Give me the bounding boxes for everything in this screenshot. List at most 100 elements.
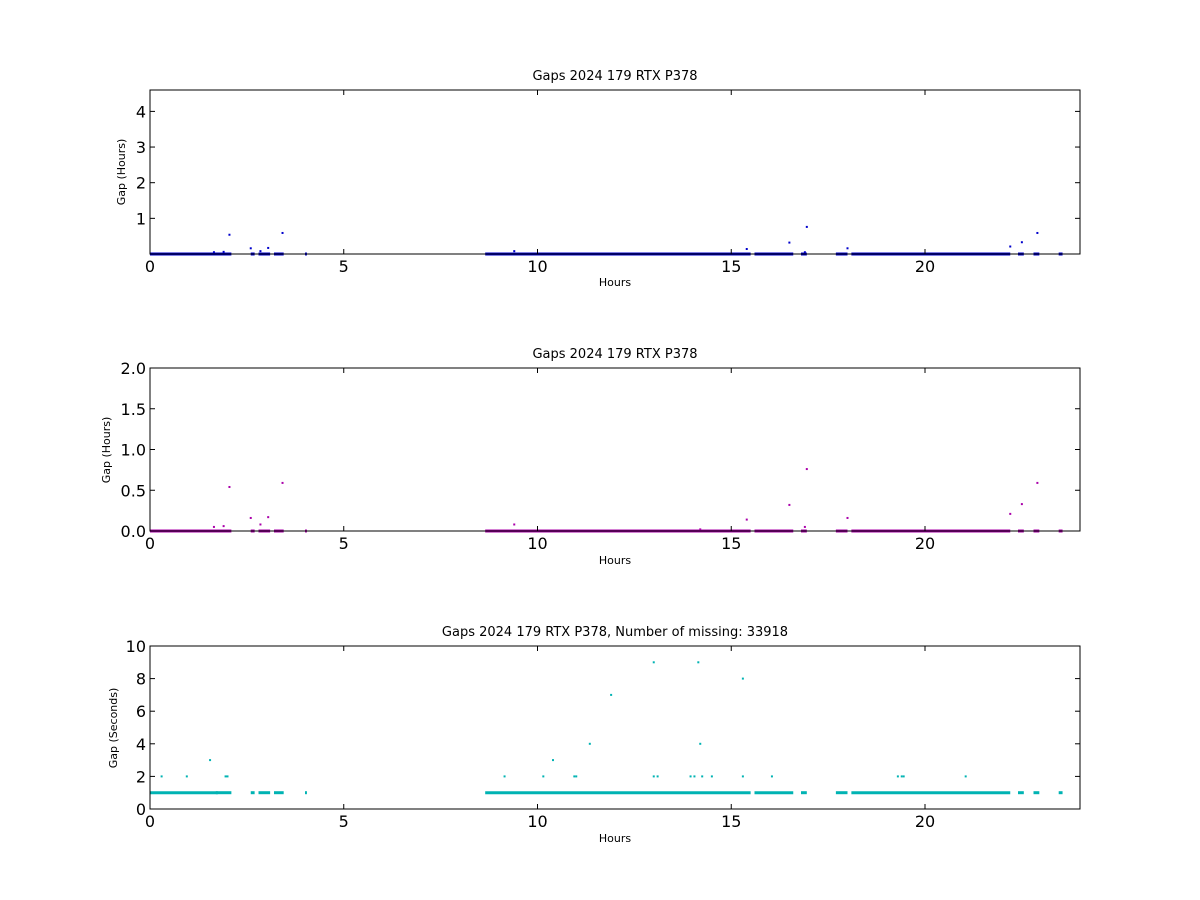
x-tick-label: 10 <box>527 257 547 276</box>
y-axis-label: Gap (Hours) <box>115 139 128 206</box>
x-tick-label: 20 <box>915 257 935 276</box>
data-point <box>710 775 713 778</box>
data-point <box>745 248 748 251</box>
y-tick-label: 0.0 <box>121 522 146 541</box>
x-tick-label: 5 <box>339 812 349 831</box>
y-tick-label: 6 <box>136 702 146 721</box>
chart-panel-2: Gaps 2024 179 RTX P378 Hours Gap (Hours)… <box>100 347 1081 567</box>
chart-panel-3: Gaps 2024 179 RTX P378, Number of missin… <box>107 625 1081 845</box>
data-point <box>212 525 215 528</box>
data-point <box>513 523 516 526</box>
data-point <box>185 775 188 778</box>
data-point <box>222 250 225 253</box>
y-axis-label: Gap (Seconds) <box>107 688 120 769</box>
data-point <box>259 250 262 253</box>
data-point <box>503 775 506 778</box>
data-point <box>249 247 252 250</box>
chart-title: Gaps 2024 179 RTX P378, Number of missin… <box>442 625 788 640</box>
x-tick-label: 0 <box>145 812 155 831</box>
data-point <box>224 775 227 778</box>
y-axis-label: Gap (Hours) <box>100 417 113 484</box>
data-point <box>513 250 516 253</box>
chart-title: Gaps 2024 179 RTX P378 <box>532 69 697 84</box>
data-point <box>803 525 806 528</box>
data-point <box>160 775 163 778</box>
x-axis-label: Hours <box>599 554 631 567</box>
data-point <box>1020 503 1023 506</box>
y-tick-label: 1.5 <box>121 400 146 419</box>
data-point <box>846 247 849 250</box>
data-point <box>701 775 704 778</box>
x-axis-label: Hours <box>599 832 631 845</box>
data-point <box>697 661 700 664</box>
data-point <box>1036 481 1039 484</box>
data-point <box>212 251 215 254</box>
x-axis-label: Hours <box>599 276 631 289</box>
data-point <box>267 516 270 519</box>
data-point <box>902 775 905 778</box>
y-tick-label: 4 <box>136 102 146 121</box>
data-point <box>281 231 284 234</box>
data-point <box>788 241 791 244</box>
data-point <box>281 481 284 484</box>
x-tick-label: 20 <box>915 812 935 831</box>
x-tick-label: 20 <box>915 534 935 553</box>
data-point <box>228 485 231 488</box>
y-tick-label: 2.0 <box>121 359 146 378</box>
data-point <box>652 661 655 664</box>
data-point <box>575 775 578 778</box>
data-point <box>1009 512 1012 515</box>
x-tick-label: 10 <box>527 812 547 831</box>
data-point <box>896 775 899 778</box>
y-tick-label: 4 <box>136 735 146 754</box>
plot-frame <box>149 645 1081 810</box>
y-tick-label: 10 <box>126 637 146 656</box>
data-point <box>693 775 696 778</box>
data-point <box>267 246 270 249</box>
data-point <box>209 759 212 762</box>
data-point <box>542 775 545 778</box>
chart-title: Gaps 2024 179 RTX P378 <box>532 347 697 362</box>
plot-frame <box>149 89 1081 255</box>
y-tick-label: 3 <box>136 138 146 157</box>
data-point <box>803 251 806 254</box>
x-tick-label: 15 <box>721 257 741 276</box>
data-point <box>652 775 655 778</box>
data-point <box>770 775 773 778</box>
data-point <box>588 742 591 745</box>
x-tick-label: 10 <box>527 534 547 553</box>
chart-panel-1: Gaps 2024 179 RTX P378 Hours Gap (Hours)… <box>115 69 1081 289</box>
data-point <box>1036 231 1039 234</box>
data-point <box>741 677 744 680</box>
data-point <box>573 775 576 778</box>
data-point <box>745 518 748 521</box>
data-point <box>259 523 262 526</box>
data-point <box>805 468 808 471</box>
data-point <box>699 528 702 531</box>
y-tick-label: 2 <box>136 767 146 786</box>
data-point <box>610 693 613 696</box>
data-point <box>552 759 554 762</box>
data-point <box>846 516 849 519</box>
y-tick-label: 1 <box>136 209 146 228</box>
data-point <box>964 775 967 778</box>
x-tick-label: 5 <box>339 534 349 553</box>
data-point <box>228 233 231 236</box>
x-tick-label: 0 <box>145 534 155 553</box>
y-tick-label: 1.0 <box>121 441 146 460</box>
y-tick-label: 2 <box>136 174 146 193</box>
data-point <box>1009 245 1012 248</box>
data-point <box>226 775 229 778</box>
x-tick-label: 15 <box>721 534 741 553</box>
data-point <box>249 516 252 519</box>
data-point <box>805 225 808 228</box>
data-point <box>699 742 702 745</box>
data-point <box>741 775 744 778</box>
data-point <box>689 775 692 778</box>
y-tick-label: 8 <box>136 670 146 689</box>
data-point <box>222 525 225 528</box>
x-tick-label: 15 <box>721 812 741 831</box>
data-point <box>788 503 791 506</box>
